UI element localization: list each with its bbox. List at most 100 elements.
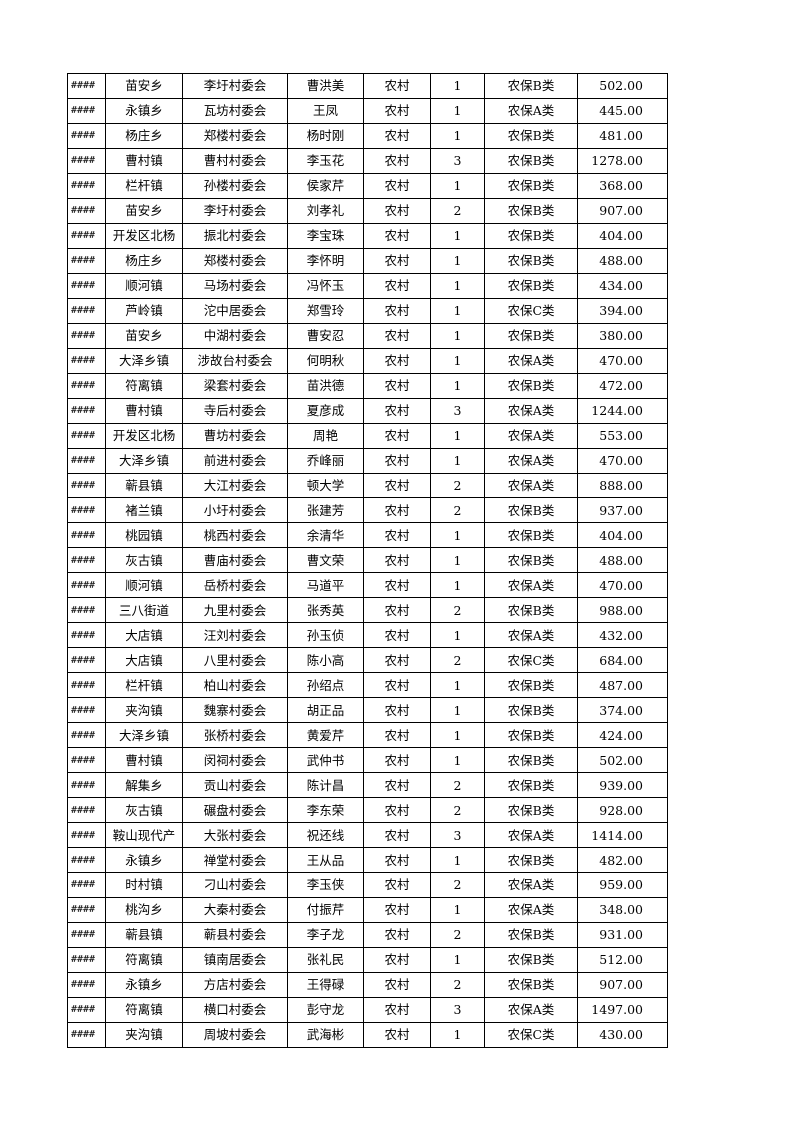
town-cell: 栏杆镇	[105, 672, 183, 699]
name-cell: 李玉花	[287, 147, 364, 174]
category-cell: 农保B类	[484, 122, 578, 149]
town-cell: 夹沟镇	[105, 697, 183, 724]
category-cell: 农保B类	[484, 921, 578, 948]
village-cell: 方店村委会	[182, 971, 288, 998]
category-cell: 农保B类	[484, 797, 578, 824]
table-row: #### 灰古镇 曹庙村委会 曹文荣 农村 1 农保B类 488.00	[67, 547, 668, 574]
amount-cell: 907.00	[577, 197, 668, 224]
category-cell: 农保B类	[484, 147, 578, 174]
village-cell: 沱中居委会	[182, 297, 288, 324]
count-cell: 1	[430, 322, 485, 349]
date-cell: ####	[67, 622, 106, 649]
amount-cell: 488.00	[577, 247, 668, 274]
town-cell: 永镇乡	[105, 847, 183, 873]
date-cell: ####	[67, 547, 106, 574]
category-cell: 农保B类	[484, 597, 578, 624]
name-cell: 武仲书	[287, 747, 364, 774]
name-cell: 李玉侠	[287, 872, 364, 898]
count-cell: 2	[430, 497, 485, 524]
name-cell: 陈小高	[287, 647, 364, 674]
date-cell: ####	[67, 772, 106, 799]
name-cell: 李怀明	[287, 247, 364, 274]
amount-cell: 348.00	[577, 896, 668, 923]
count-cell: 2	[430, 472, 485, 499]
table-row: #### 褚兰镇 小圩村委会 张建芳 农村 2 农保B类 937.00	[67, 497, 668, 524]
amount-cell: 445.00	[577, 97, 668, 124]
amount-cell: 470.00	[577, 347, 668, 374]
category-cell: 农保B类	[484, 522, 578, 549]
count-cell: 1	[430, 672, 485, 699]
date-cell: ####	[67, 747, 106, 774]
amount-cell: 502.00	[577, 747, 668, 774]
town-cell: 夹沟镇	[105, 1021, 183, 1048]
category-cell: 农保A类	[484, 622, 578, 649]
table-row: #### 苗安乡 李圩村委会 刘孝礼 农村 2 农保B类 907.00	[67, 197, 668, 224]
category-cell: 农保A类	[484, 97, 578, 124]
category-cell: 农保B类	[484, 971, 578, 998]
category-cell: 农保C类	[484, 297, 578, 324]
area-type-cell: 农村	[363, 272, 431, 299]
amount-cell: 907.00	[577, 971, 668, 998]
village-cell: 大张村委会	[182, 822, 288, 849]
category-cell: 农保B类	[484, 172, 578, 199]
count-cell: 1	[430, 697, 485, 724]
count-cell: 1	[430, 73, 485, 99]
table-row: #### 曹村镇 寺后村委会 夏彦成 农村 3 农保A类 1244.00	[67, 397, 668, 424]
date-cell: ####	[67, 122, 106, 149]
town-cell: 曹村镇	[105, 747, 183, 774]
date-cell: ####	[67, 197, 106, 224]
table-row: #### 蕲县镇 大江村委会 顿大学 农村 2 农保A类 888.00	[67, 472, 668, 499]
village-cell: 镇南居委会	[182, 946, 288, 973]
amount-cell: 1244.00	[577, 397, 668, 424]
village-cell: 大秦村委会	[182, 896, 288, 923]
town-cell: 三八街道	[105, 597, 183, 624]
area-type-cell: 农村	[363, 347, 431, 374]
area-type-cell: 农村	[363, 372, 431, 399]
count-cell: 1	[430, 572, 485, 599]
table-row: #### 大泽乡镇 张桥村委会 黄爱芹 农村 1 农保B类 424.00	[67, 722, 668, 749]
table-row: #### 时村镇 刁山村委会 李玉侠 农村 2 农保A类 959.00	[67, 872, 668, 898]
name-cell: 夏彦成	[287, 397, 364, 424]
area-type-cell: 农村	[363, 472, 431, 499]
area-type-cell: 农村	[363, 97, 431, 124]
area-type-cell: 农村	[363, 747, 431, 774]
count-cell: 2	[430, 971, 485, 998]
area-type-cell: 农村	[363, 622, 431, 649]
town-cell: 桃园镇	[105, 522, 183, 549]
amount-cell: 394.00	[577, 297, 668, 324]
village-cell: 中湖村委会	[182, 322, 288, 349]
village-cell: 张桥村委会	[182, 722, 288, 749]
table-row: #### 鞍山现代产 大张村委会 祝还线 农村 3 农保A类 1414.00	[67, 822, 668, 849]
amount-cell: 988.00	[577, 597, 668, 624]
town-cell: 苗安乡	[105, 197, 183, 224]
date-cell: ####	[67, 172, 106, 199]
count-cell: 2	[430, 647, 485, 674]
amount-cell: 939.00	[577, 772, 668, 799]
count-cell: 1	[430, 622, 485, 649]
name-cell: 苗洪德	[287, 372, 364, 399]
area-type-cell: 农村	[363, 172, 431, 199]
category-cell: 农保A类	[484, 996, 578, 1023]
category-cell: 农保A类	[484, 472, 578, 499]
count-cell: 3	[430, 996, 485, 1023]
count-cell: 1	[430, 422, 485, 449]
category-cell: 农保A类	[484, 447, 578, 474]
area-type-cell: 农村	[363, 322, 431, 349]
village-cell: 寺后村委会	[182, 397, 288, 424]
area-type-cell: 农村	[363, 921, 431, 948]
town-cell: 永镇乡	[105, 971, 183, 998]
category-cell: 农保B类	[484, 497, 578, 524]
name-cell: 杨时刚	[287, 122, 364, 149]
area-type-cell: 农村	[363, 822, 431, 849]
village-cell: 大江村委会	[182, 472, 288, 499]
amount-cell: 1278.00	[577, 147, 668, 174]
name-cell: 乔峰丽	[287, 447, 364, 474]
amount-cell: 424.00	[577, 722, 668, 749]
amount-cell: 432.00	[577, 622, 668, 649]
category-cell: 农保A类	[484, 422, 578, 449]
town-cell: 蕲县镇	[105, 472, 183, 499]
area-type-cell: 农村	[363, 197, 431, 224]
area-type-cell: 农村	[363, 547, 431, 574]
count-cell: 1	[430, 372, 485, 399]
count-cell: 1	[430, 272, 485, 299]
